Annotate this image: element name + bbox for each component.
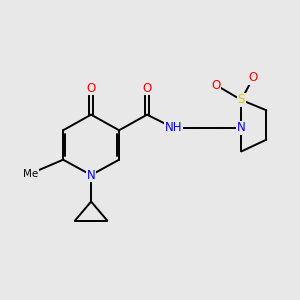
Text: O: O [212,79,221,92]
Text: NH: NH [165,122,182,134]
Text: N: N [87,169,95,182]
Text: N: N [237,122,246,134]
Text: O: O [248,71,258,84]
Text: Me: Me [23,169,38,178]
Text: O: O [86,82,96,95]
Text: S: S [238,93,245,106]
Text: O: O [142,82,152,95]
